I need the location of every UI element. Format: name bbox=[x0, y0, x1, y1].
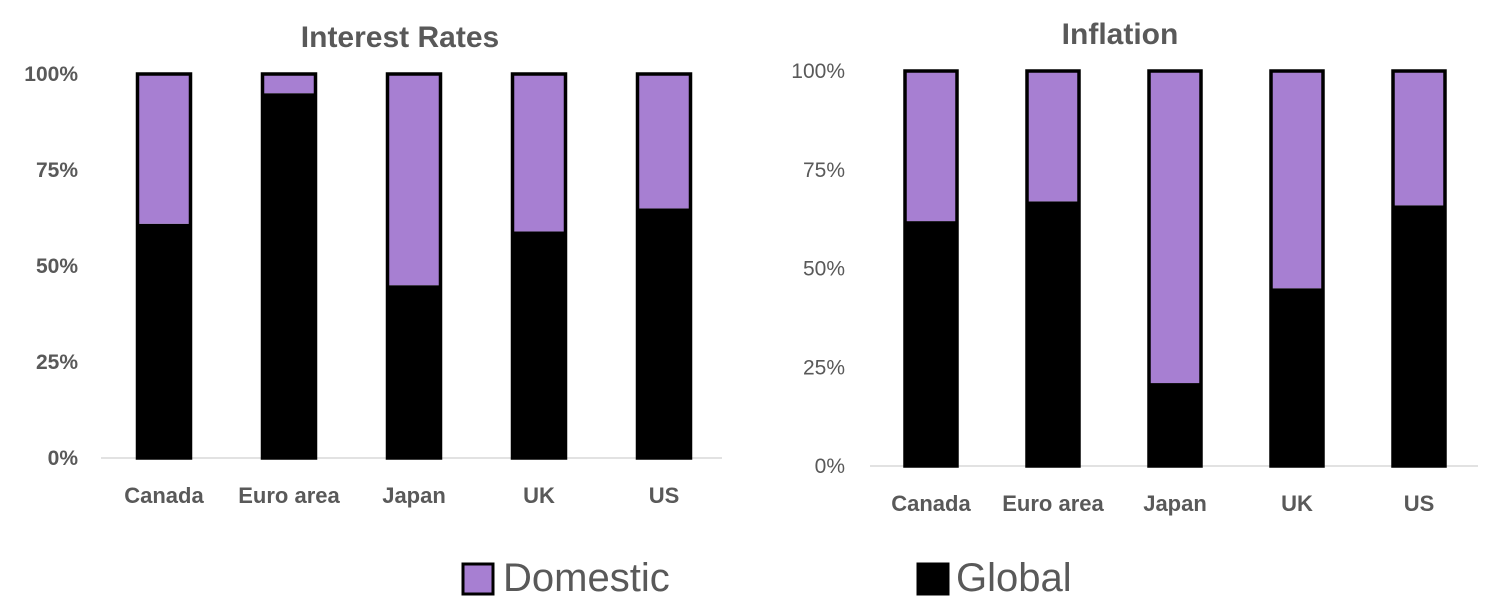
legend-swatch-domestic bbox=[461, 562, 495, 596]
bar-global-japan bbox=[1149, 383, 1201, 466]
bar-global-canada bbox=[905, 221, 957, 466]
category-label: US bbox=[649, 483, 680, 508]
bar-outline bbox=[385, 72, 443, 460]
legend-swatch-global bbox=[916, 562, 950, 596]
bar-outline bbox=[903, 69, 959, 468]
category-label: Euro area bbox=[238, 483, 340, 508]
y-tick-label: 0% bbox=[48, 447, 79, 470]
interest-rates-chart: Interest Rates 0% 25% 50% 75% 100% Canada Euro … bbox=[24, 21, 722, 508]
bar-outline bbox=[1391, 69, 1447, 468]
bar-domestic-euro-area bbox=[1027, 71, 1079, 202]
y-tick-label: 25% bbox=[803, 356, 845, 379]
chart-title: Interest Rates bbox=[301, 21, 499, 54]
y-tick-label: 0% bbox=[815, 455, 845, 478]
category-label: US bbox=[1404, 491, 1435, 516]
bar-domestic-uk bbox=[1271, 71, 1323, 289]
bar-outline bbox=[260, 72, 318, 460]
category-label: Japan bbox=[1143, 491, 1207, 516]
inflation-chart: Inflation 0% 25% 50% 75% 100% Canada Euro area J… bbox=[791, 18, 1478, 516]
bar-outline bbox=[1269, 69, 1325, 468]
legend-label-global: Global bbox=[956, 556, 1072, 600]
y-tick-label: 75% bbox=[803, 159, 845, 182]
bar-global-uk bbox=[1271, 288, 1323, 466]
y-tick-label: 25% bbox=[36, 351, 78, 374]
bar-domestic-japan bbox=[1149, 71, 1201, 384]
bar-outline bbox=[635, 72, 693, 460]
bar-domestic-euro-area bbox=[262, 74, 316, 94]
bar-outline bbox=[1147, 69, 1203, 468]
bar-global-us bbox=[1393, 205, 1445, 467]
bar-outline bbox=[1025, 69, 1081, 468]
category-label: Canada bbox=[891, 491, 971, 516]
bar-global-euro-area bbox=[1027, 201, 1079, 466]
bar-domestic-us bbox=[1393, 71, 1445, 206]
bar-global-uk bbox=[512, 231, 566, 458]
legend-label-domestic: Domestic bbox=[503, 556, 670, 600]
category-label: Canada bbox=[124, 483, 204, 508]
bar-global-canada bbox=[137, 223, 191, 458]
category-label: UK bbox=[523, 483, 555, 508]
bar-domestic-us bbox=[637, 74, 691, 209]
bar-global-us bbox=[637, 208, 691, 458]
bar-domestic-canada bbox=[905, 71, 957, 222]
category-label: UK bbox=[1281, 491, 1313, 516]
chart-title: Inflation bbox=[1062, 18, 1179, 51]
y-tick-label: 100% bbox=[791, 60, 845, 83]
y-tick-label: 50% bbox=[36, 255, 78, 278]
category-label: Euro area bbox=[1002, 491, 1104, 516]
y-tick-label: 100% bbox=[24, 63, 78, 86]
bar-domestic-canada bbox=[137, 74, 191, 224]
bar-domestic-japan bbox=[387, 74, 441, 286]
y-tick-label: 50% bbox=[803, 258, 845, 281]
bar-outline bbox=[135, 72, 193, 460]
bar-global-euro-area bbox=[262, 93, 316, 458]
y-tick-label: 75% bbox=[36, 159, 78, 182]
bar-outline bbox=[510, 72, 568, 460]
chart-legend: Domestic Global bbox=[461, 556, 1072, 600]
bar-global-japan bbox=[387, 285, 441, 458]
category-label: Japan bbox=[382, 483, 446, 508]
bar-domestic-uk bbox=[512, 74, 566, 232]
